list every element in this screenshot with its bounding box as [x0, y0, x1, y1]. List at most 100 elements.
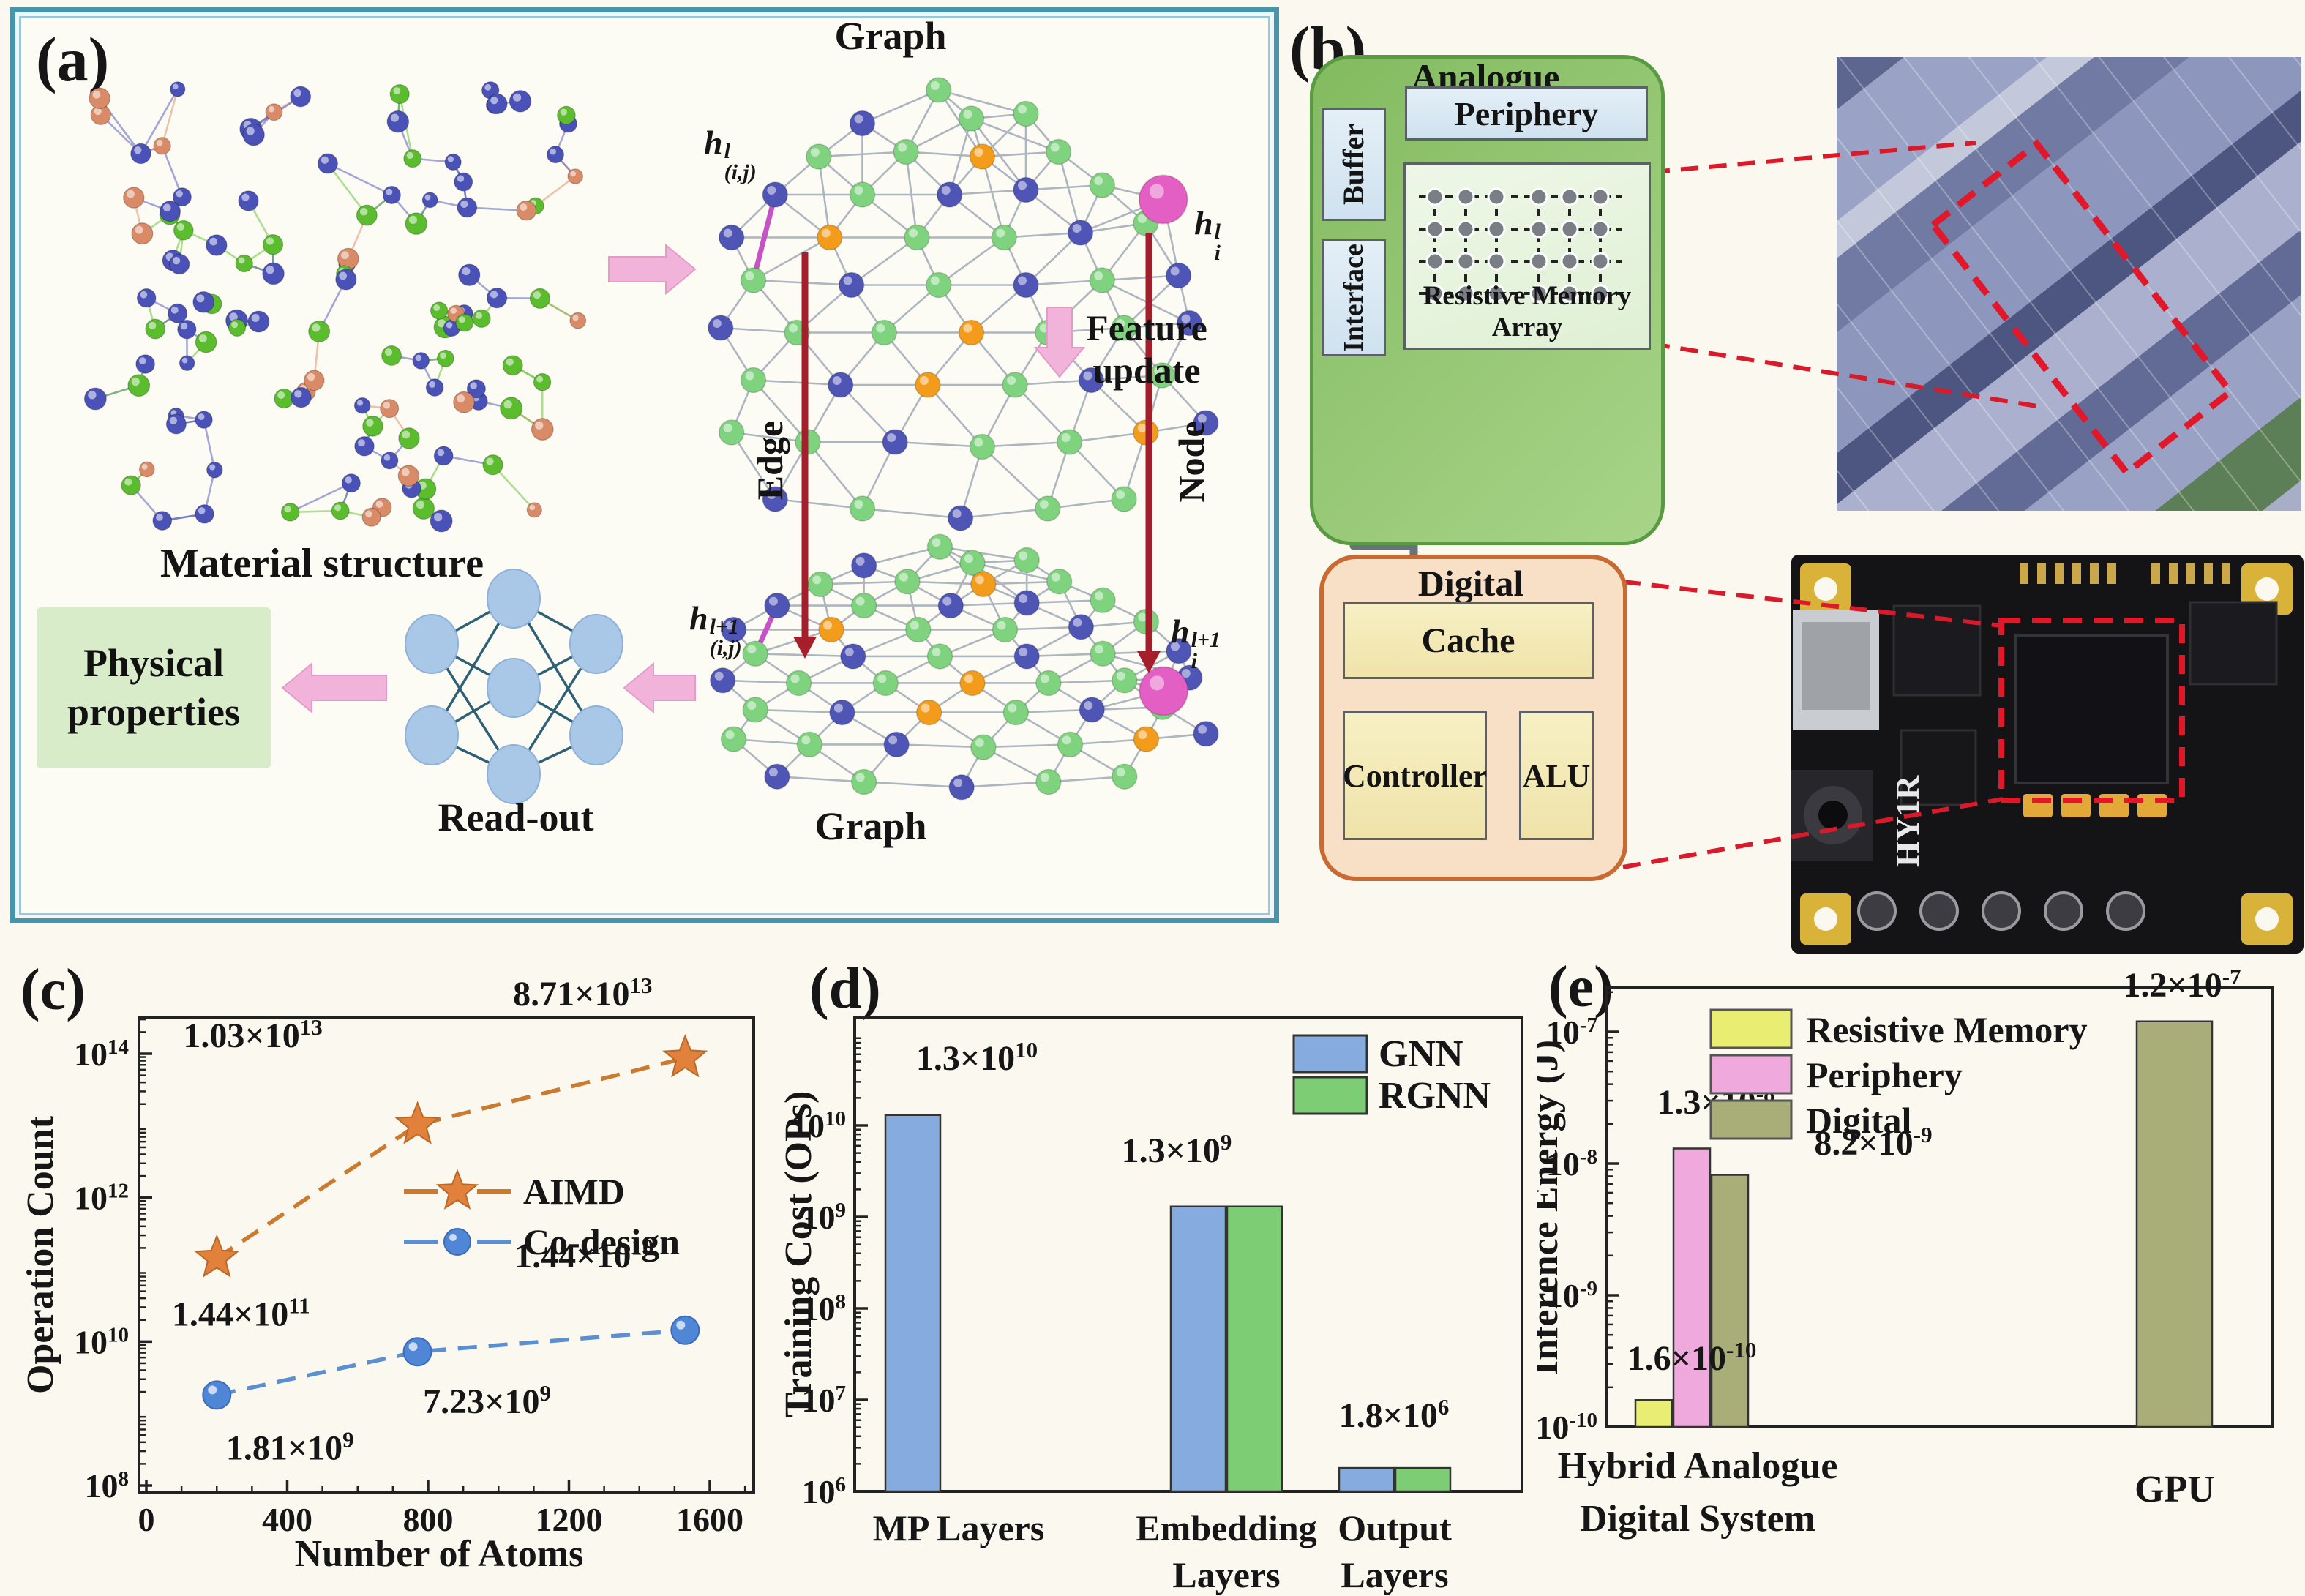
bar-periphery	[1672, 1147, 1712, 1428]
y-tick-label: 10-8	[1546, 1145, 1597, 1183]
legend-label: Digital	[1806, 1100, 1912, 1141]
cache-box: Cache	[1343, 602, 1594, 679]
legend-label: Periphery	[1806, 1054, 1963, 1095]
periphery-box: Periphery	[1405, 86, 1648, 141]
interface-box: Interface	[1322, 239, 1386, 356]
readout-network	[405, 569, 623, 804]
pcb-board-photo: HY1R	[1622, 555, 2304, 954]
panel-e-label: (e)	[1548, 955, 1614, 1019]
data-point-circle	[670, 1315, 700, 1345]
pcb-callout-line-bottom	[1622, 797, 2004, 869]
bars-gnn	[884, 1114, 1395, 1493]
material-structure-cluster	[83, 81, 587, 533]
node-arrow-label: Node	[1171, 421, 1212, 503]
x-tick-label: 800	[403, 1501, 454, 1538]
x-tick-label: 0	[138, 1501, 155, 1538]
readout-caption: Read-out	[438, 795, 594, 839]
y-tick-label: 10-10	[1537, 1409, 1597, 1446]
panel-b-drawing: HY1R	[1336, 57, 2304, 954]
y-tick-label: 109	[802, 1199, 847, 1236]
data-point-circle	[402, 1337, 432, 1367]
y-axis-title: Inference Energy (J)	[1537, 1040, 1566, 1375]
pcb-callout-line-top	[1622, 580, 2002, 628]
chip-callout-line-bottom	[1652, 342, 2042, 409]
y-tick-label: 108	[802, 1290, 847, 1327]
category-label: Digital System	[1580, 1498, 1815, 1540]
y-axis-title: Operation Count	[20, 1115, 61, 1394]
edge-arrow-label: Edge	[749, 420, 790, 501]
data-point-label: 1.81×109	[226, 1426, 354, 1467]
y-tick-label: 1014	[74, 1035, 129, 1073]
controller-box: Controller	[1343, 711, 1487, 840]
category-label: GPU	[2135, 1469, 2215, 1510]
graph-top-caption: Graph	[834, 14, 947, 58]
y-tick-label: 107	[802, 1382, 847, 1419]
chip-micrograph-photo	[1652, 57, 2301, 511]
h-node-l1-label: h l+1 i	[1171, 612, 1221, 673]
category-label: Embedding	[1136, 1507, 1316, 1548]
bar	[884, 1114, 942, 1493]
y-tick-label: 1010	[74, 1323, 129, 1360]
legend-label: Resistive Memory	[1806, 1009, 2088, 1050]
x-tick-label: 1600	[676, 1501, 743, 1538]
y-tick-label: 10-9	[1546, 1277, 1597, 1314]
h-edge-l-label: h l (i,j)	[704, 124, 757, 184]
panel-a-label: (a)	[36, 24, 110, 94]
bar-value-label: 1.8×106	[1339, 1394, 1450, 1435]
arrow-graph-to-readout	[623, 662, 696, 714]
legend-label: AIMD	[523, 1171, 625, 1212]
legend-label: RGNN	[1379, 1075, 1491, 1117]
rma-caption: Resistive Memory Array	[1423, 281, 1632, 342]
resistive-memory-array-box: Resistive Memory Array	[1403, 162, 1651, 350]
panel-c-label: (c)	[20, 958, 86, 1022]
y-tick-label: 106	[802, 1473, 847, 1510]
digital-title: Digital	[1417, 563, 1524, 604]
category-label: Layers	[1172, 1554, 1280, 1595]
alu-box: ALU	[1519, 711, 1594, 840]
series-co-design	[202, 1315, 700, 1410]
data-point-label: 1.44×1011	[172, 1292, 310, 1333]
bar-value-label: 1.6×10-10	[1627, 1337, 1757, 1378]
bars-rgnn	[1226, 1205, 1452, 1493]
y-tick-label: 108	[85, 1467, 130, 1505]
pcb-board-text: HY1R	[1889, 775, 1926, 867]
y-tick-label: 10-7	[1546, 1014, 1597, 1051]
data-point-label: 1.03×1013	[183, 1014, 322, 1055]
graph-bottom-cluster	[709, 533, 1219, 801]
legend-label: GNN	[1379, 1033, 1463, 1075]
category-label: Layers	[1341, 1554, 1448, 1595]
arrow-readout-to-properties	[281, 662, 387, 714]
plot-frame	[138, 1016, 755, 1494]
arrow-material-to-graph	[608, 243, 697, 296]
chart-operation-count: 0 400 800 1200 1600 108 1010 1012 1014 Number of …	[20, 973, 755, 1575]
highlighted-node	[1139, 666, 1189, 716]
data-point-label: 1.44×1010	[514, 1235, 653, 1275]
bar-resistive-memory	[1634, 1399, 1674, 1428]
graph-top-cluster	[708, 77, 1219, 531]
feature-update-label: Feature update	[1086, 307, 1207, 391]
panel-d-label: (d)	[809, 956, 881, 1021]
physical-properties-box: Physical properties	[37, 607, 271, 768]
bar	[1338, 1466, 1395, 1493]
bar-digital-gpu	[2135, 1020, 2214, 1428]
bar	[1226, 1205, 1283, 1493]
data-point-star	[394, 1101, 441, 1144]
category-label: MP Layers	[873, 1507, 1045, 1548]
x-tick-label: 400	[262, 1501, 312, 1538]
y-tick-label: 1010	[791, 1107, 846, 1144]
plot-frame	[1605, 986, 2274, 1428]
category-label: Hybrid Analogue	[1558, 1445, 1838, 1487]
category-label: Output	[1338, 1507, 1452, 1548]
arrow-feature-update	[1033, 307, 1086, 378]
material-structure-caption: Material structure	[160, 541, 484, 586]
x-axis-title: Number of Atoms	[295, 1533, 584, 1575]
y-axis-title: Training Cost (OPs)	[778, 1091, 820, 1418]
highlighted-edge	[751, 194, 778, 281]
series-aimd	[194, 1034, 708, 1278]
h-edge-l1-label: h l+1 (i,j)	[689, 599, 742, 660]
data-point-label: 7.23×109	[423, 1380, 551, 1421]
